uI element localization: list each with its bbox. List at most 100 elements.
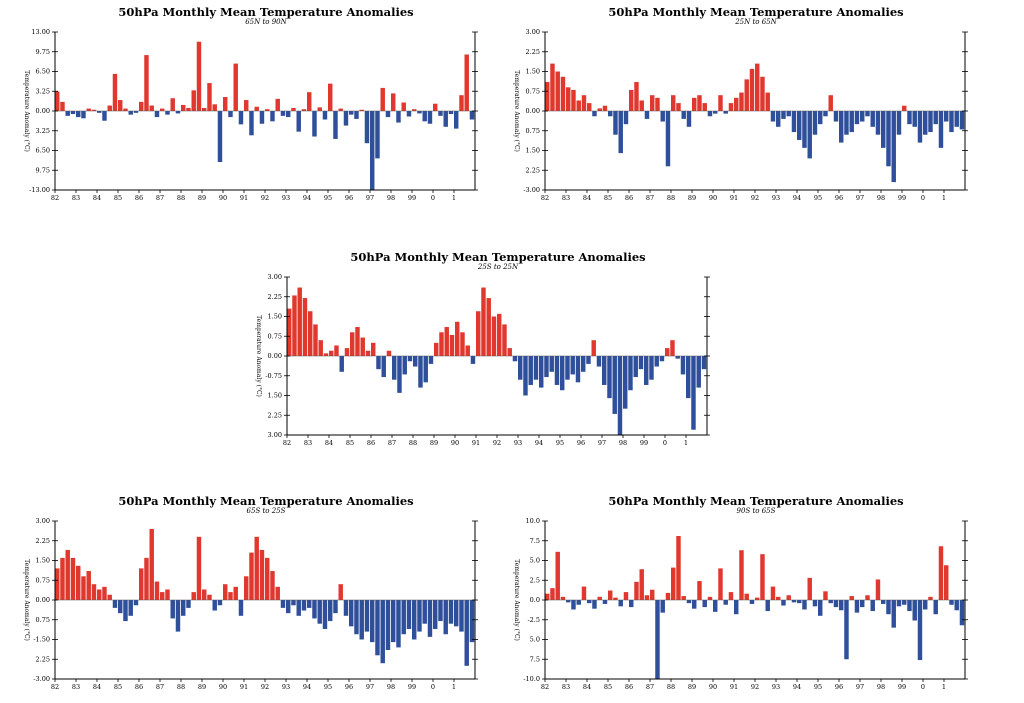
x-tick-label: 90 <box>219 683 227 691</box>
bar <box>770 586 776 600</box>
bar <box>623 111 629 125</box>
y-tick-label: 0.75 <box>526 127 540 135</box>
x-tick-label: 95 <box>814 194 822 202</box>
chart-panel-65n-90n: 50hPa Monthly Mean Temperature Anomalies… <box>0 0 510 210</box>
y-tick-label: 1.50 <box>526 68 540 76</box>
bar <box>118 600 123 614</box>
bar <box>760 554 765 600</box>
bar <box>550 588 555 600</box>
bar <box>597 596 602 600</box>
x-tick-label: 97 <box>856 194 864 202</box>
chart-subtitle: 25N to 65N <box>734 18 777 26</box>
bar <box>701 356 707 370</box>
bar <box>107 594 112 600</box>
y-tick-label: -2.5 <box>527 616 540 624</box>
x-tick-label: 96 <box>345 683 353 691</box>
bar <box>291 600 296 606</box>
x-tick-label: 89 <box>688 194 696 202</box>
bar <box>385 111 391 118</box>
x-tick-label: 92 <box>261 683 269 691</box>
bar <box>449 334 455 356</box>
bar <box>160 108 165 111</box>
y-tick-label: 3.00 <box>36 517 50 525</box>
bar <box>144 55 149 111</box>
bar <box>902 600 907 605</box>
bar <box>233 63 238 111</box>
y-tick-label: 2.25 <box>526 48 540 56</box>
bar <box>380 600 385 664</box>
y-tick-label: 7.5 <box>530 655 540 663</box>
bar <box>923 600 928 610</box>
y-tick-label: 3.25 <box>36 127 50 135</box>
bar <box>597 108 602 111</box>
bar <box>707 111 713 117</box>
x-tick-label: 87 <box>388 439 396 447</box>
y-tick-label: -1.50 <box>33 636 50 644</box>
x-tick-label: 95 <box>324 683 332 691</box>
bar <box>149 528 154 600</box>
bar <box>786 111 791 117</box>
bar <box>697 95 702 111</box>
x-tick-label: 86 <box>625 683 633 691</box>
chart-subtitle: 65S to 25S <box>247 507 286 515</box>
bar <box>560 596 566 600</box>
bar <box>870 111 875 127</box>
bar <box>571 89 576 111</box>
bar <box>81 576 86 600</box>
bar <box>713 111 718 114</box>
x-tick-label: 93 <box>282 194 290 202</box>
bar <box>928 111 933 133</box>
bar <box>391 93 396 111</box>
x-tick-label: 97 <box>366 194 374 202</box>
bar <box>359 600 364 640</box>
chart-svg: 50hPa Monthly Mean Temperature Anomalies… <box>513 5 968 202</box>
bar <box>207 594 212 600</box>
chart-title: 50hPa Monthly Mean Temperature Anomalies <box>608 5 903 19</box>
bar <box>392 356 397 380</box>
bar <box>312 111 317 137</box>
bar <box>254 536 259 600</box>
bar <box>628 356 633 391</box>
bar <box>322 111 328 120</box>
bar <box>954 600 959 611</box>
bar <box>280 111 286 116</box>
x-tick-label: 82 <box>51 683 59 691</box>
bar <box>360 337 365 356</box>
bar <box>533 356 539 380</box>
bar <box>602 105 608 111</box>
bar <box>391 600 396 643</box>
bar <box>270 111 275 122</box>
bar <box>265 557 270 600</box>
y-tick-label: 0.00 <box>36 107 50 115</box>
bar <box>812 111 818 135</box>
bar <box>286 111 291 118</box>
bar <box>660 600 665 613</box>
bar <box>566 600 571 603</box>
x-tick-label: 99 <box>408 683 416 691</box>
x-tick-label: 98 <box>387 683 395 691</box>
x-tick-label: 90 <box>709 194 717 202</box>
bar <box>807 577 812 600</box>
bar <box>586 356 591 364</box>
bar <box>571 600 576 610</box>
bar <box>823 591 828 600</box>
bar <box>528 356 533 385</box>
x-tick-label: 94 <box>303 683 311 691</box>
chart-title: 50hPa Monthly Mean Temperature Anomalies <box>118 494 413 508</box>
bar <box>776 111 781 127</box>
bar <box>338 108 343 111</box>
x-tick-label: 83 <box>562 194 570 202</box>
bar <box>655 97 660 111</box>
x-tick-label: 95 <box>324 194 332 202</box>
bar <box>959 111 965 130</box>
bar <box>491 316 497 356</box>
bar <box>459 600 464 632</box>
x-tick-label: 84 <box>325 439 333 447</box>
bar <box>554 356 560 385</box>
bar <box>433 103 438 111</box>
x-tick-label: 1 <box>942 194 946 202</box>
bar <box>696 356 701 388</box>
x-tick-label: 98 <box>877 683 885 691</box>
x-tick-label: 87 <box>646 683 654 691</box>
x-tick-label: 93 <box>282 683 290 691</box>
